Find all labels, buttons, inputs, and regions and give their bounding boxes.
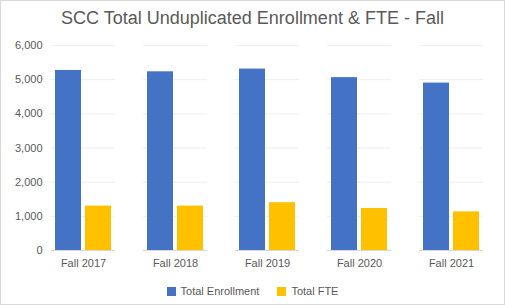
svg-text:0: 0 bbox=[36, 244, 42, 256]
svg-text:Fall 2021: Fall 2021 bbox=[429, 257, 474, 269]
svg-text:6,000: 6,000 bbox=[15, 39, 43, 51]
svg-text:2,000: 2,000 bbox=[15, 176, 43, 188]
svg-text:Fall 2019: Fall 2019 bbox=[245, 257, 290, 269]
html-text:Total Enrollment: Total Enrollment bbox=[180, 285, 260, 297]
html-text:Total FTE: Total FTE bbox=[291, 285, 339, 297]
html-text:SCC Total Unduplicated Enrollm: SCC Total Unduplicated Enrollment & FTE … bbox=[61, 8, 444, 28]
svg-text:Fall 2017: Fall 2017 bbox=[61, 257, 106, 269]
svg-text:3,000: 3,000 bbox=[15, 142, 43, 154]
svg-text:Fall 2020: Fall 2020 bbox=[337, 257, 382, 269]
svg-text:4,000: 4,000 bbox=[15, 107, 43, 119]
svg-text:5,000: 5,000 bbox=[15, 73, 43, 85]
svg-text:Fall 2018: Fall 2018 bbox=[153, 257, 198, 269]
svg-text:1,000: 1,000 bbox=[15, 210, 43, 222]
